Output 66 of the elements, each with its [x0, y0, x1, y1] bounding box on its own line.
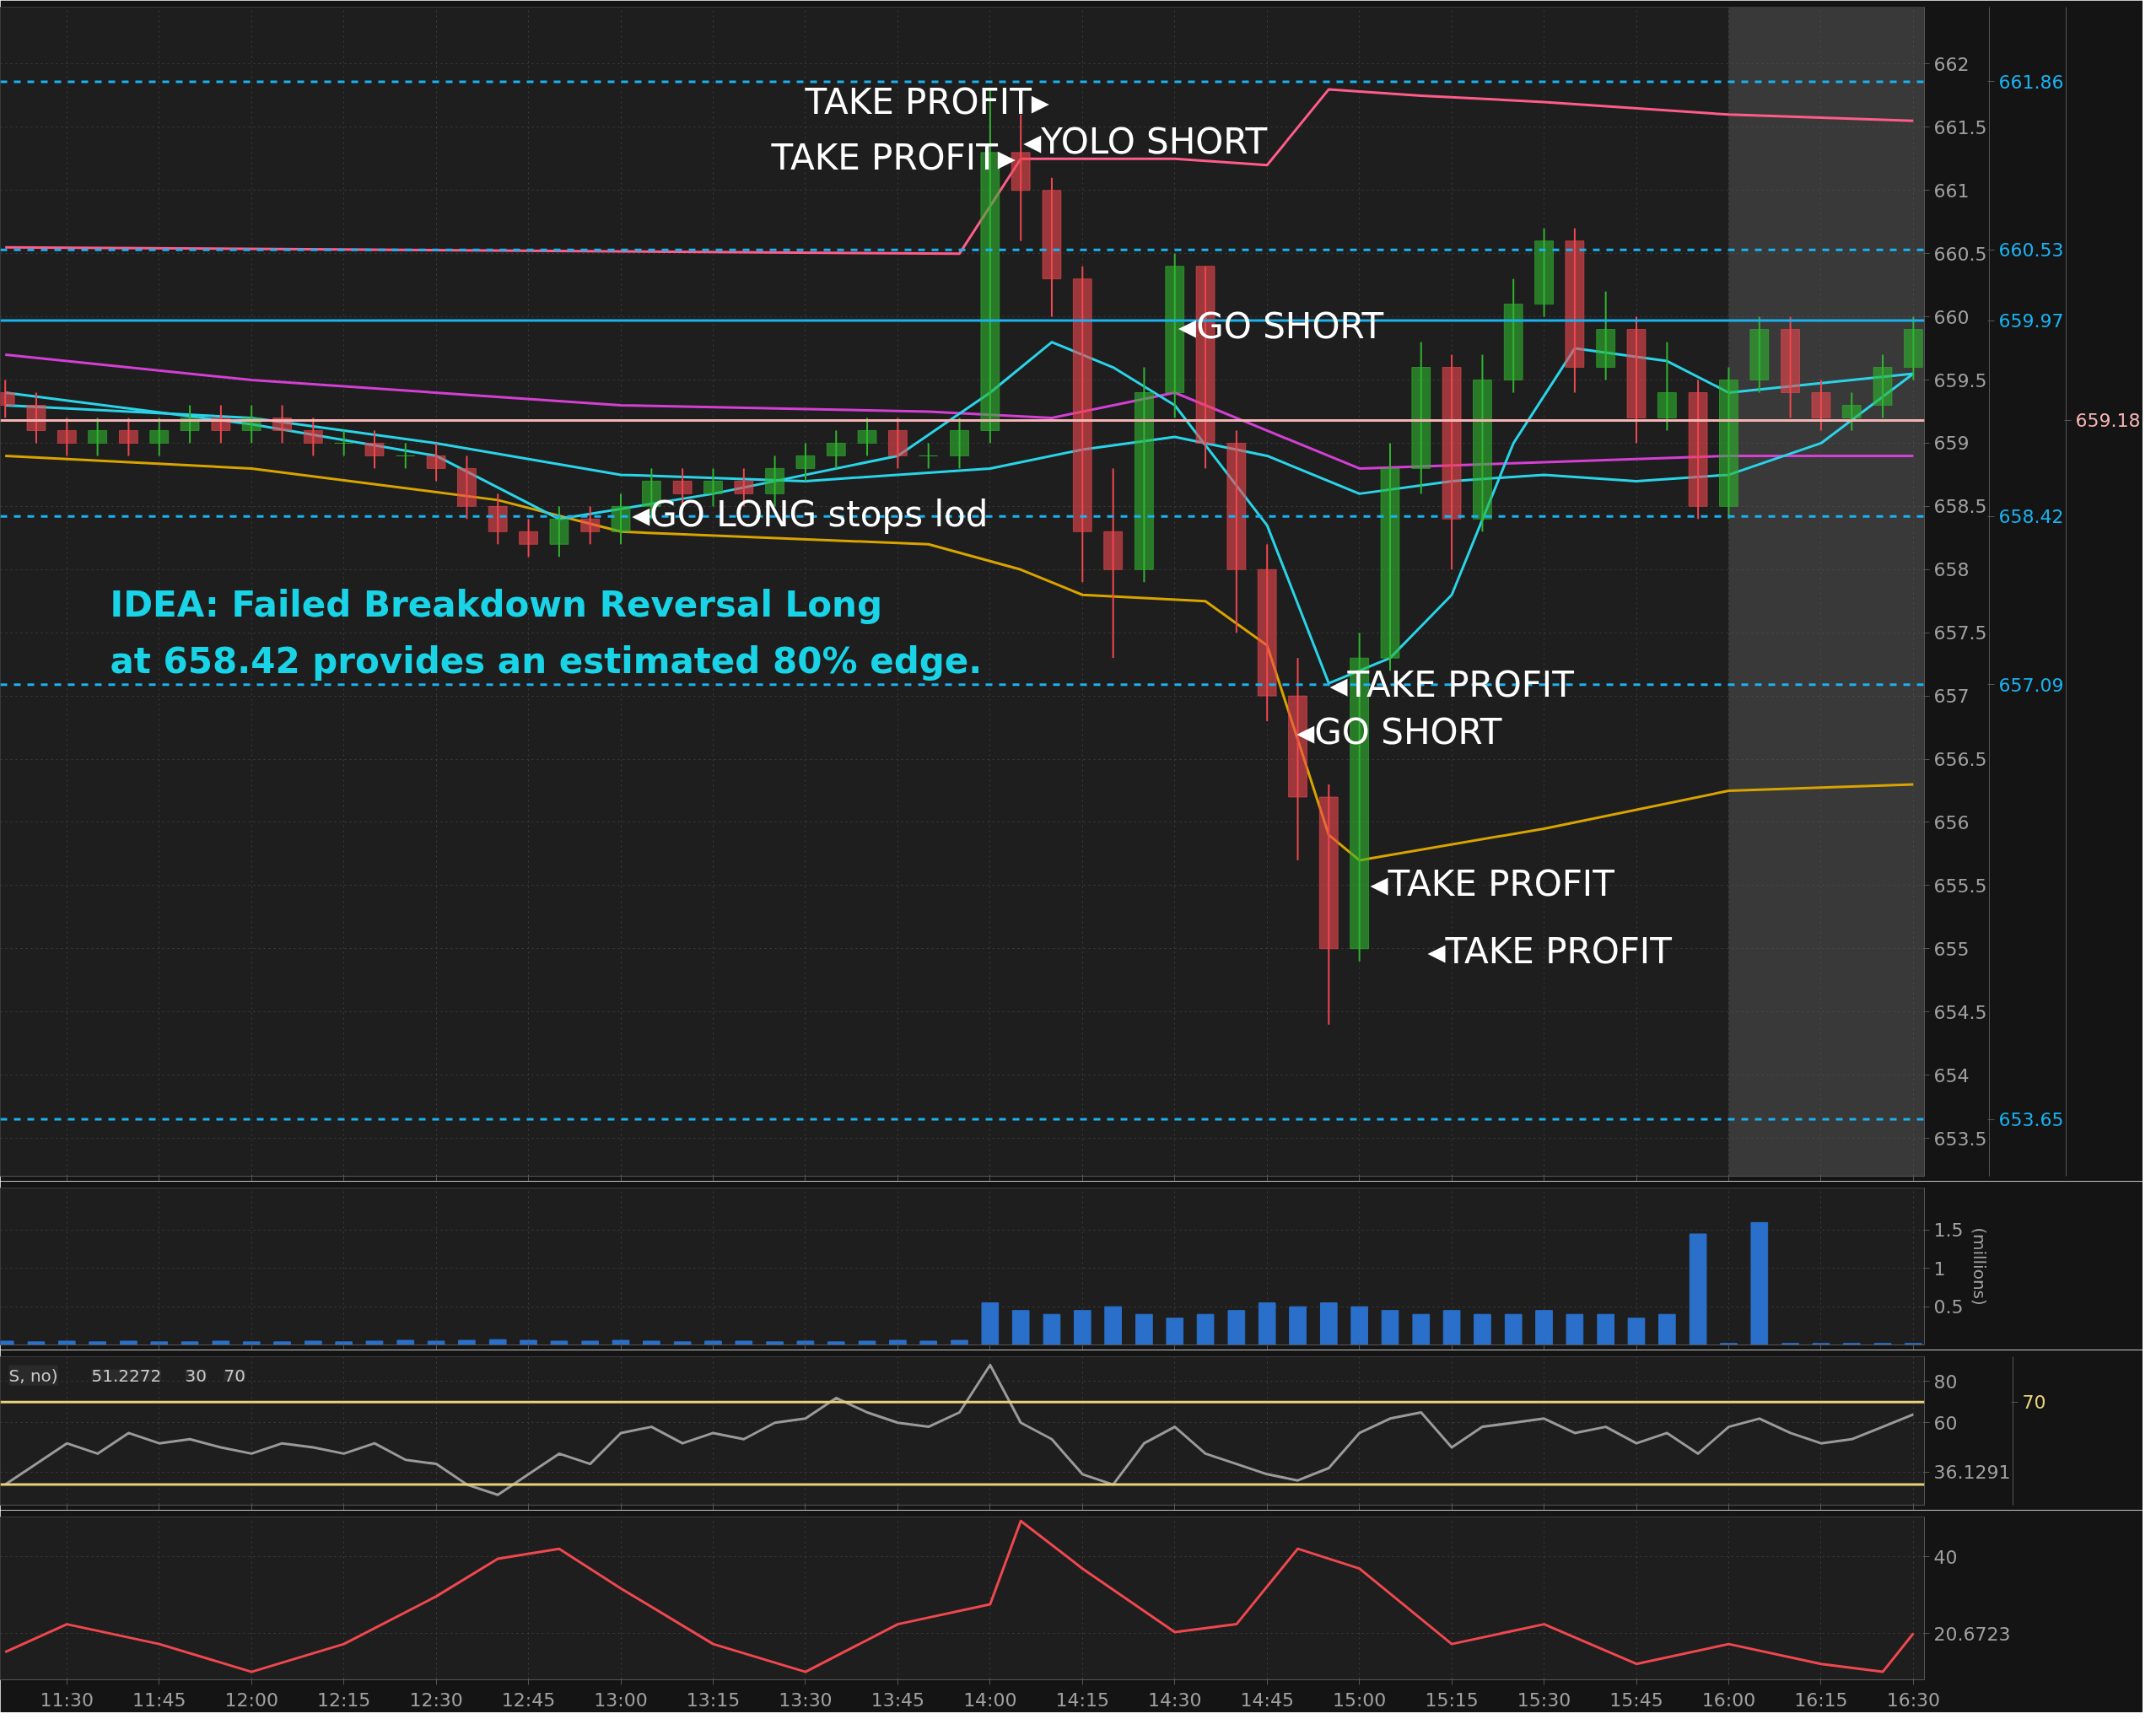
y-tick-label: 658	[1933, 559, 1970, 581]
y-tick-label: 661	[1933, 180, 1970, 202]
ref-line-label: 660.53	[1998, 240, 2064, 261]
x-tick-label: 12:00	[224, 1689, 278, 1711]
ref-line-label: 657.09	[1998, 674, 2064, 696]
x-tick-label: 15:15	[1425, 1689, 1479, 1711]
y-tick-label: 655	[1933, 938, 1970, 960]
x-tick-label: 14:00	[963, 1689, 1017, 1711]
annotation: 30	[185, 1365, 207, 1386]
x-tick-label: 12:30	[409, 1689, 463, 1711]
y-tick-label: 660.5	[1933, 243, 1987, 265]
y-tick-label: 20.6723	[1933, 1623, 2011, 1645]
x-tick-label: 16:00	[1701, 1689, 1756, 1711]
x-tick-label: 16:15	[1794, 1689, 1848, 1711]
y-tick-label: 658.5	[1933, 496, 1987, 518]
x-tick-label: 16:30	[1886, 1689, 1941, 1711]
ref-line-label: 659.97	[1998, 310, 2064, 332]
y-tick-label: 0.5	[1933, 1296, 1964, 1318]
ref-line-label: 661.86	[1998, 71, 2064, 93]
y-tick-label: 655.5	[1933, 875, 1987, 897]
x-tick-label: 12:45	[501, 1689, 556, 1711]
x-tick-label: 15:00	[1332, 1689, 1387, 1711]
y-tick-label: 654	[1933, 1064, 1970, 1086]
x-tick-label: 14:30	[1148, 1689, 1202, 1711]
annotation: ◂GO LONG stops lod	[632, 493, 989, 535]
y-tick-label: 36.1291	[1933, 1462, 2011, 1484]
y-tick-label: 1.5	[1933, 1220, 1964, 1242]
x-tick-label: 13:30	[779, 1689, 833, 1711]
x-tick-label: 13:15	[686, 1689, 741, 1711]
ref-line-label: 659.18	[2075, 410, 2141, 432]
y-tick-label: 661.5	[1933, 116, 1987, 138]
y-axis-title: (millions)	[1970, 1227, 1991, 1306]
x-tick-label: 11:45	[132, 1689, 186, 1711]
x-tick-label: 11:30	[40, 1689, 94, 1711]
y-tick-label: 656.5	[1933, 749, 1987, 771]
ref-line-label: 658.42	[1998, 506, 2064, 528]
annotation: IDEA: Failed Breakdown Reversal Long	[110, 584, 882, 625]
annotation: ◂TAKE PROFIT	[1370, 863, 1615, 904]
annotation: ◂TAKE PROFIT	[1427, 930, 1673, 972]
annotation: 70	[224, 1365, 245, 1386]
annotation: ◂YOLO SHORT	[1023, 120, 1268, 162]
x-tick-label: 14:45	[1240, 1689, 1294, 1711]
y-tick-label: 654.5	[1933, 1001, 1987, 1023]
y-tick-label: 40	[1933, 1546, 1958, 1568]
y-tick-label: 657.5	[1933, 622, 1987, 644]
y-tick-label: 659	[1933, 433, 1970, 455]
y-tick-label: 657	[1933, 686, 1970, 708]
x-tick-label: 15:45	[1609, 1689, 1663, 1711]
ref-line-label: 653.65	[1998, 1109, 2064, 1131]
y-tick-label: 60	[1933, 1412, 1958, 1434]
x-tick-label: 12:15	[316, 1689, 371, 1711]
y-tick-label: 80	[1933, 1371, 1958, 1393]
x-tick-label: 13:45	[870, 1689, 925, 1711]
annotation: S, no)	[8, 1365, 58, 1386]
x-tick-label: 14:15	[1055, 1689, 1109, 1711]
x-tick-label: 13:00	[594, 1689, 648, 1711]
y-tick-label: 653.5	[1933, 1128, 1987, 1150]
annotation: at 658.42 provides an estimated 80% edge.	[110, 640, 983, 682]
annotation: 51.2272	[91, 1365, 162, 1386]
y-tick-label: 662	[1933, 53, 1970, 75]
ref-line-label: 70	[2022, 1392, 2046, 1414]
y-tick-label: 1	[1933, 1258, 1946, 1280]
y-tick-label: 659.5	[1933, 369, 1987, 391]
y-tick-label: 656	[1933, 811, 1970, 833]
x-tick-label: 15:30	[1517, 1689, 1571, 1711]
y-tick-label: 660	[1933, 306, 1970, 328]
